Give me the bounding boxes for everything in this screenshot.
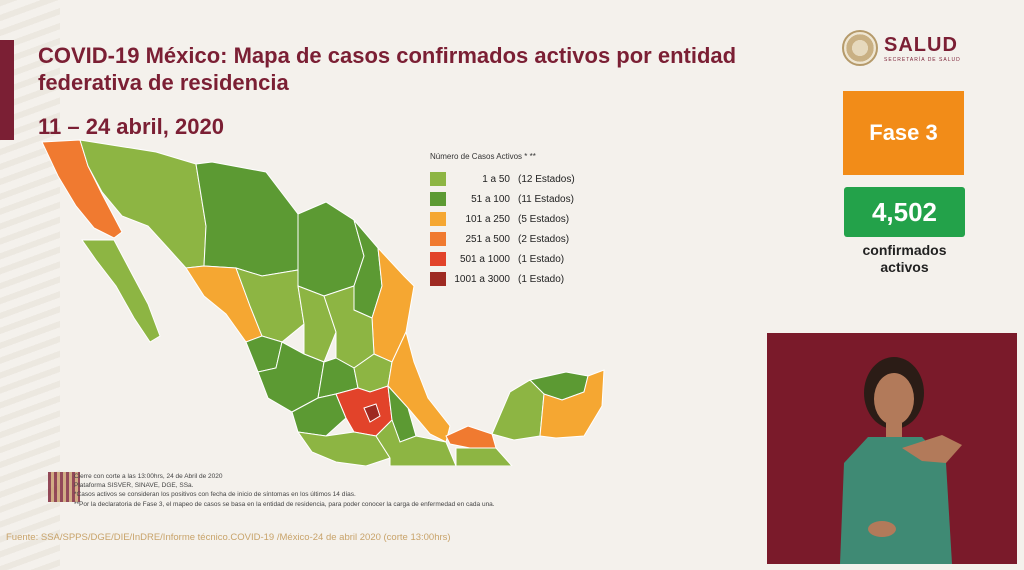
legend-swatch (430, 172, 446, 186)
salud-logo: SALUD SECRETARÍA DE SALUD (842, 28, 972, 68)
state-chihuahua (195, 161, 299, 277)
legend-range: 1001 a 3000 (454, 273, 510, 285)
page-title: COVID-19 México: Mapa de casos confirmad… (38, 43, 737, 95)
state-coahuila (297, 201, 365, 297)
legend: Número de Casos Activos * ** 1 a 50 (12 E… (430, 152, 610, 289)
state-tabasco (445, 425, 497, 449)
footnote-platform: Plataforma SISVER, SINAVE, DGE, SSa. (74, 482, 194, 490)
source-text: Fuente: SSA/SPPS/DGE/DIE/InDRE/Informe t… (6, 532, 451, 543)
active-count-label: confirmados activos (844, 242, 965, 276)
legend-item: 501 a 1000 (1 Estado) (430, 249, 610, 269)
legend-title: Número de Casos Activos * ** (430, 152, 536, 161)
state-oaxaca (375, 419, 457, 466)
legend-range: 1 a 50 (482, 173, 510, 185)
active-label-line1: confirmados (862, 242, 947, 258)
state-sonora (79, 139, 207, 269)
legend-item: 51 a 100 (11 Estados) (430, 189, 610, 209)
legend-count: (1 Estado) (518, 253, 565, 265)
legend-item: 1001 a 3000 (1 Estado) (430, 269, 610, 289)
state-campeche (491, 379, 545, 441)
legend-count: (1 Estado) (518, 273, 565, 285)
logo-subtitle: SECRETARÍA DE SALUD (884, 56, 961, 63)
state-baja-california-sur (81, 239, 161, 343)
legend-swatch (430, 252, 446, 266)
state-chiapas (455, 447, 513, 466)
legend-count: (5 Estados) (518, 213, 570, 225)
sign-language-video (767, 333, 1017, 564)
legend-swatch (430, 272, 446, 286)
legend-swatch (430, 192, 446, 206)
legend-swatch (430, 212, 446, 226)
accent-bar (0, 40, 14, 140)
footnote-cutoff: Cierre con corte a las 13:00hrs, 24 de A… (74, 473, 223, 480)
legend-range: 51 a 100 (471, 193, 510, 205)
legend-swatch (430, 232, 446, 246)
mexico-map (41, 139, 605, 466)
legend-range: 251 a 500 (465, 233, 511, 245)
state-quintana-roo (539, 369, 605, 439)
footnote-phase: **Por la declaratoria de Fase 3, el mape… (74, 500, 495, 508)
date-range: 11 – 24 abril, 2020 (38, 114, 224, 139)
interpreter-figure (840, 357, 962, 564)
legend-range: 501 a 1000 (459, 253, 510, 265)
legend-item: 1 a 50 (12 Estados) (430, 169, 610, 189)
legend-range: 101 a 250 (465, 213, 511, 225)
legend-item: 101 a 250 (5 Estados) (430, 209, 610, 229)
legend-item: 251 a 500 (2 Estados) (430, 229, 610, 249)
legend-count: (11 Estados) (518, 193, 574, 205)
active-label-line2: activos (880, 259, 929, 275)
footnotes: Cierre con corte a las 13:00hrs, 24 de A… (74, 472, 574, 509)
legend-count: (12 Estados) (518, 173, 575, 185)
seal-icon (842, 30, 878, 66)
footnote-active-def: *Casos activos se consideran los positiv… (74, 491, 356, 499)
active-count: 4,502 (844, 187, 965, 237)
phase-badge: Fase 3 (843, 91, 964, 175)
indigenous-figures-icon (48, 472, 80, 502)
state-cdmx (363, 403, 381, 423)
legend-count: (2 Estados) (518, 233, 570, 245)
logo-name: SALUD (884, 33, 958, 56)
